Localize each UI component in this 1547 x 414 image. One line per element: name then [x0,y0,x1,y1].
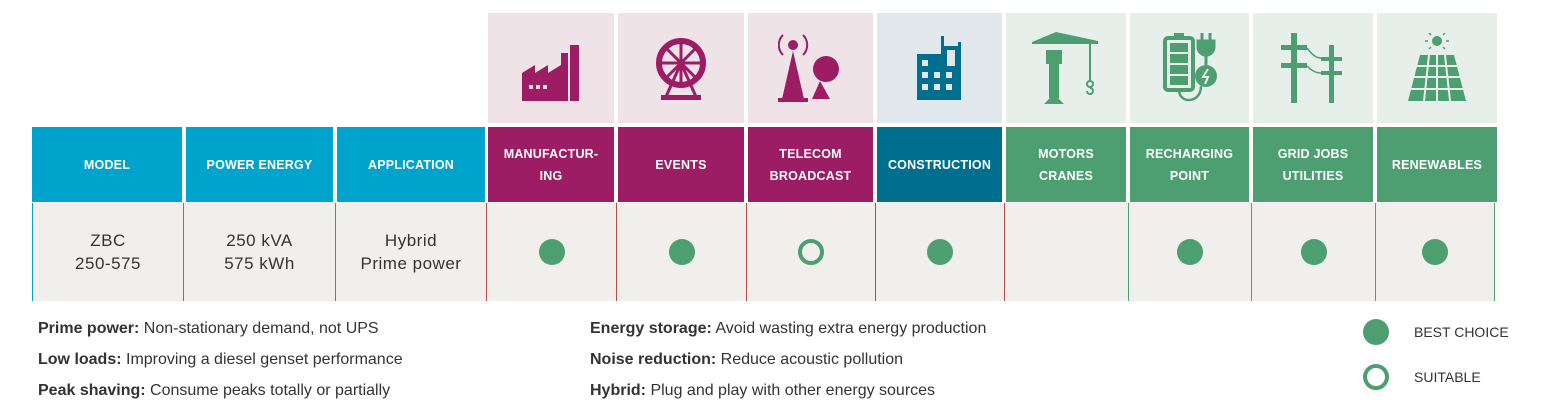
sector-header: RECHARGING POINT [1130,127,1249,202]
cell-model: ZBC 250-575 [32,203,183,301]
sector-label: UTILITIES [1282,168,1344,183]
sector-label: BROADCAST [769,168,852,183]
model-line: ZBC [90,231,126,250]
sector-icon-cell [488,13,614,123]
best-choice-dot-icon [1363,319,1389,345]
rating-cell [486,203,616,301]
suitable-ring-icon [1363,364,1389,390]
best-choice-dot-icon [927,239,953,265]
sector-label: ING [539,168,563,183]
glossary-item: Prime power: Non-stationary demand, not … [38,320,379,337]
sector-header: CONSTRUCTION [877,127,1002,202]
header-power-energy: POWER ENERGY [186,127,333,202]
glossary-item: Energy storage: Avoid wasting extra ener… [590,320,987,337]
rating-cell [1375,203,1495,301]
sector-label: TELECOM [779,146,842,161]
antenna-icon [777,33,844,103]
rating-cell [616,203,746,301]
sector-header: RENEWABLES [1377,127,1497,202]
ferris-wheel-icon [651,35,711,101]
glossary-item: Noise reduction: Reduce acoustic polluti… [590,351,904,368]
legend-suitable [1363,364,1389,390]
sector-header: EVENTS [618,127,744,202]
solar-panel-icon [1406,33,1468,103]
application-line: Prime power [360,254,462,273]
sector-label: MANUFACTUR- [503,146,599,161]
power-pole-icon [1281,33,1345,103]
sector-label: POINT [1169,168,1210,183]
rating-cell [1251,203,1375,301]
sector-icon-cell [1377,13,1497,123]
header-model: MODEL [32,127,182,202]
sector-icon-cell [1006,13,1126,123]
sector-label: CONSTRUCTION [887,157,992,172]
cell-application: Hybrid Prime power [335,203,486,301]
sector-header: MANUFACTUR- ING [488,127,614,202]
glossary-right: Energy storage: Avoid wasting extra ener… [590,313,986,406]
sector-label: MOTORS [1038,146,1094,161]
sector-header: GRID JOBS UTILITIES [1253,127,1373,202]
best-choice-dot-icon [538,239,565,265]
header-application: APPLICATION [337,127,485,202]
power-line: 250 kVA [226,231,293,250]
glossary-item: Peak shaving: Consume peaks totally or p… [38,382,391,399]
best-choice-dot-icon [1300,239,1327,265]
sector-header: MOTORS CRANES [1006,127,1126,202]
model-line: 250-575 [75,254,141,273]
sector-icon-cell [1130,13,1249,123]
suitable-ring-icon [798,239,824,265]
rating-cell [875,203,1004,301]
sector-icon-cell [877,13,1002,123]
rating-cell [1004,203,1128,301]
crane-icon [1032,32,1100,104]
best-choice-dot-icon [668,239,695,265]
sector-label: EVENTS [655,157,707,172]
sector-label: GRID JOBS [1277,146,1349,161]
sector-icon-cell [748,13,873,123]
glossary-left: Prime power: Non-stationary demand, not … [38,313,403,406]
sector-header: TELECOM BROADCAST [748,127,873,202]
glossary-item: Hybrid: Plug and play with other energy … [590,382,936,399]
battery-plug-icon [1162,33,1218,103]
building-icon [916,36,963,100]
cell-power: 250 kVA 575 kWh [183,203,335,301]
legend-suitable-label: SUITABLE [1414,369,1481,385]
factory-icon [520,35,582,101]
sector-icon-cell [1253,13,1373,123]
rating-cell [1128,203,1251,301]
sector-label: CRANES [1039,168,1093,183]
sector-icon-cell [618,13,744,123]
glossary-item: Low loads: Improving a diesel genset per… [38,351,403,368]
best-choice-dot-icon [1177,239,1203,265]
legend-best [1363,319,1389,345]
best-choice-dot-icon [1422,239,1448,265]
sector-label: RECHARGING [1145,146,1234,161]
sector-label: RENEWABLES [1391,157,1483,172]
power-line: 575 kWh [224,254,295,273]
rating-cell [746,203,875,301]
legend-best-label: BEST CHOICE [1414,324,1509,340]
application-line: Hybrid [384,231,438,250]
